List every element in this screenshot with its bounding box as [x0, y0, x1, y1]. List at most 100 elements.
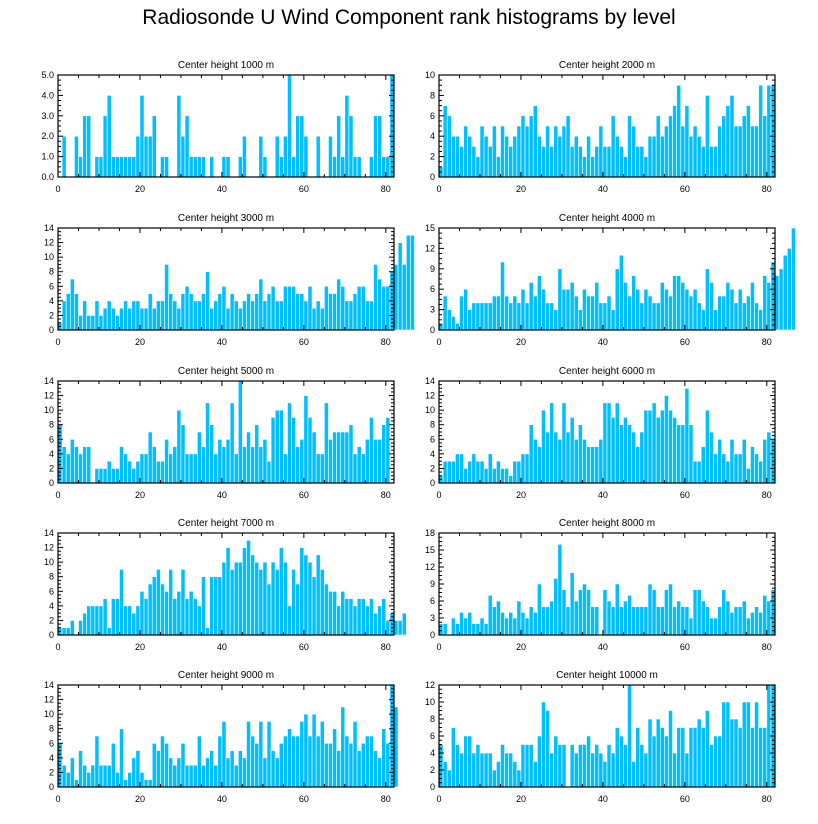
- histogram-bar: [172, 446, 178, 484]
- histogram-bar: [131, 300, 137, 331]
- histogram-bar: [115, 598, 120, 636]
- histogram-bar: [557, 744, 563, 788]
- histogram-bar: [750, 612, 755, 636]
- histogram-bar: [250, 446, 255, 484]
- y-tick-label: 0.0: [41, 172, 54, 182]
- histogram-bar: [709, 617, 714, 636]
- histogram-bar: [684, 387, 690, 484]
- histogram-bar: [520, 288, 526, 331]
- histogram-bar: [115, 772, 120, 788]
- histogram-bar: [508, 475, 514, 484]
- histogram-bar: [524, 744, 530, 788]
- y-tick-label: 3: [430, 613, 435, 623]
- x-tick-label: 80: [762, 490, 772, 500]
- histogram-bar: [307, 285, 313, 331]
- histogram-bar: [78, 315, 83, 331]
- x-tick-label: 20: [516, 337, 526, 347]
- y-tick-label: 2: [49, 615, 54, 625]
- histogram-bar: [737, 606, 743, 636]
- histogram-bar: [139, 307, 145, 331]
- histogram-bar: [119, 728, 124, 788]
- x-tick-label: 40: [598, 490, 608, 500]
- histogram-bar: [672, 752, 677, 788]
- x-tick-label: 20: [135, 184, 145, 194]
- histogram-bar: [328, 590, 333, 636]
- histogram-bar: [647, 135, 653, 178]
- histogram-bar: [446, 115, 452, 178]
- histogram-bar: [303, 554, 309, 636]
- histogram-bar: [385, 742, 391, 788]
- histogram-bar: [590, 752, 596, 788]
- histogram-bar: [655, 417, 661, 484]
- histogram-bar: [147, 293, 153, 331]
- histogram-bar: [98, 764, 104, 788]
- histogram-bar: [578, 589, 583, 636]
- histogram-bar: [65, 627, 71, 636]
- histogram-bar: [508, 302, 514, 331]
- histogram-bar: [180, 135, 186, 178]
- x-tick-label: 20: [516, 490, 526, 500]
- histogram-bar: [766, 84, 772, 178]
- x-tick-label: 40: [598, 184, 608, 194]
- y-tick-label: 8: [430, 420, 435, 430]
- histogram-bar: [188, 293, 194, 331]
- histogram-bar: [623, 744, 628, 788]
- histogram-bar: [401, 612, 407, 636]
- histogram-bar: [713, 309, 718, 331]
- histogram-bar: [467, 309, 473, 331]
- histogram-bar: [692, 460, 698, 484]
- histogram-bar: [737, 727, 743, 788]
- y-tick-label: 10: [44, 405, 54, 415]
- y-tick-label: 8: [49, 572, 54, 582]
- histogram-bar: [696, 718, 702, 788]
- histogram-bar: [332, 293, 337, 331]
- histogram-bar: [455, 744, 460, 788]
- histogram-bar: [659, 135, 665, 178]
- histogram-bar: [397, 242, 403, 331]
- histogram-bar: [545, 125, 550, 178]
- histogram-bar: [516, 125, 522, 178]
- histogram-bar: [643, 752, 649, 788]
- histogram-bar: [606, 295, 612, 331]
- histogram-bar: [446, 769, 452, 788]
- x-tick-label: 20: [135, 490, 145, 500]
- histogram-bar: [369, 598, 374, 636]
- histogram-bar: [684, 288, 690, 331]
- histogram-bar: [590, 295, 596, 331]
- histogram-bar: [729, 612, 735, 636]
- histogram-bar: [557, 544, 563, 636]
- histogram-bar: [221, 446, 227, 484]
- histogram-bar: [299, 721, 305, 788]
- histogram-bar: [774, 275, 780, 331]
- histogram-bar: [582, 288, 587, 331]
- histogram-bar: [381, 285, 387, 331]
- histogram-bar: [94, 468, 100, 484]
- histogram-bar: [512, 460, 518, 484]
- histogram-bar: [258, 278, 264, 331]
- histogram-bar: [352, 293, 358, 331]
- histogram-bar: [106, 95, 112, 178]
- histogram-bar: [295, 446, 301, 484]
- histogram-bar: [262, 438, 268, 484]
- histogram-bar: [623, 417, 628, 484]
- histogram-bar: [438, 623, 444, 636]
- histogram-bar: [184, 764, 190, 788]
- histogram-bar: [86, 115, 92, 178]
- histogram-bar: [229, 293, 235, 331]
- histogram-bar: [221, 285, 227, 331]
- histogram-bar: [635, 446, 641, 484]
- y-tick-label: 9: [430, 264, 435, 274]
- histogram-bar: [356, 446, 362, 484]
- histogram-bar: [696, 302, 702, 331]
- histogram-bar: [139, 590, 145, 636]
- histogram-bar: [606, 744, 612, 788]
- histogram-bar: [450, 135, 456, 178]
- histogram-bar: [762, 595, 768, 636]
- histogram-bar: [201, 293, 206, 331]
- histogram-bar: [668, 115, 673, 178]
- histogram-bar: [258, 135, 264, 178]
- histogram-bar: [151, 742, 157, 788]
- histogram-bar: [573, 438, 579, 484]
- histogram-bar: [258, 721, 264, 788]
- histogram-bar: [315, 735, 321, 788]
